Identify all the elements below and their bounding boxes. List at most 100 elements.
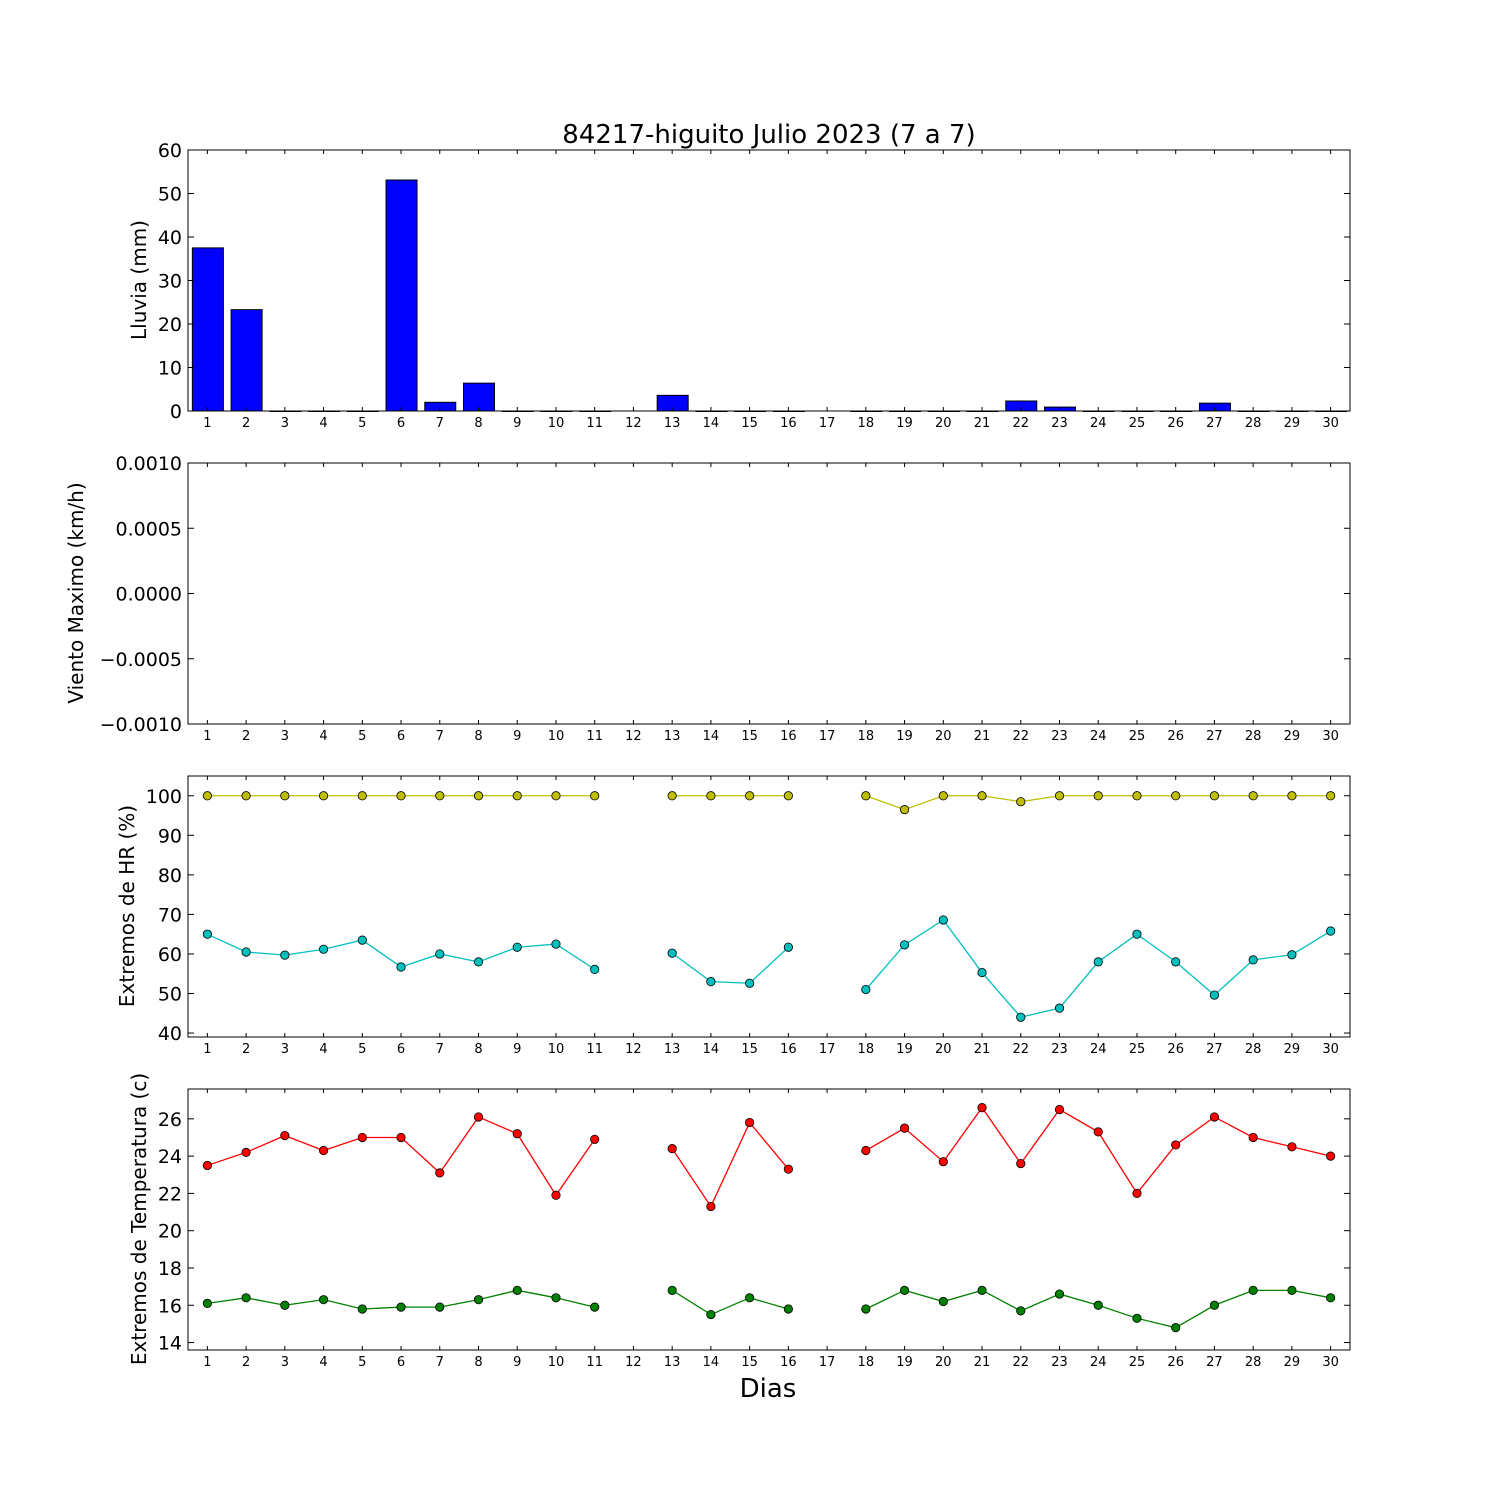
rain-y-tick-label: 30: [158, 271, 182, 293]
temperature-x-tick-label: 30: [1322, 1355, 1339, 1370]
rain-x-tick-label: 15: [741, 416, 758, 431]
wind-panel: 1 2 3 4 5 6 7 8 9 10 11 12 13 14 15 16 17 18 19 20 21 22 23 24 2…: [64, 453, 1351, 744]
temperature-series-1-point: [667, 1285, 677, 1295]
humidity-series-1-point: [667, 948, 677, 958]
humidity-x-tick-label: 16: [780, 1042, 797, 1057]
temperature-series-0-line: [671, 1121, 789, 1208]
temperature-y-tick-label: 24: [158, 1146, 182, 1168]
wind-x-tick-label: 6: [397, 729, 405, 744]
temperature-series-0-point: [318, 1145, 329, 1156]
rain-x-tick-label: 27: [1206, 416, 1223, 431]
wind-axes-frame: [187, 462, 1351, 725]
temperature-series-0-point: [1209, 1112, 1220, 1122]
humidity-x-tick-label: 12: [625, 1042, 642, 1057]
temperature-series-0-point: [1132, 1188, 1142, 1199]
humidity-series-0-point: [551, 791, 561, 801]
humidity-series-0-point: [783, 791, 793, 801]
temperature-y-tick-label: 26: [158, 1109, 182, 1131]
humidity-x-tick-label: 17: [819, 1042, 836, 1057]
temperature-series-0-point: [745, 1117, 755, 1128]
rain-y-tick-label: 60: [158, 140, 182, 162]
rain-x-tick-label: 1: [203, 416, 211, 431]
temperature-x-tick-label: 11: [586, 1355, 603, 1370]
humidity-series-0-point: [435, 791, 445, 801]
humidity-ticks: 1 2 3 4 5 6 7 8 9 10 11 12 13 14 15 16 17 18 19 20 21 22 23 24 2…: [146, 776, 1350, 1057]
wind-x-tick-label: 18: [858, 729, 875, 744]
rain-bars: [191, 179, 1348, 412]
temperature-x-tick-label: 19: [896, 1355, 913, 1370]
humidity-series-1-line: [671, 946, 789, 984]
humidity-series-0-point: [357, 791, 367, 801]
temperature-x-tick-label: 20: [935, 1355, 952, 1370]
humidity-series-1-point: [706, 977, 716, 987]
rain-ticks: 1 2 3 4 5 6 7 8 9 10 11 12 13 14 15 16 17 18 19 20 21 22 23 24 2…: [158, 140, 1350, 431]
temperature-x-tick-label: 16: [780, 1355, 797, 1370]
humidity-series-1-point: [241, 947, 251, 957]
wind-x-tick-label: 13: [664, 729, 681, 744]
rain-x-tick-label: 5: [358, 416, 366, 431]
humidity-panel: 1 2 3 4 5 6 7 8 9 10 11 12 13 14 15 16 17 18 19 20 21 22 23 24 2…: [115, 775, 1351, 1057]
temperature-series-1-point: [1016, 1306, 1026, 1316]
humidity-series-0-point: [1326, 791, 1336, 801]
humidity-series-1-point: [473, 957, 484, 967]
temperature-series-0-point: [551, 1190, 561, 1200]
humidity-series-0-point: [1287, 791, 1297, 801]
humidity-x-tick-label: 5: [358, 1042, 366, 1057]
wind-x-tick-label: 22: [1012, 729, 1029, 744]
wind-x-tick-label: 1: [203, 729, 211, 744]
humidity-series-1-point: [861, 984, 871, 995]
wind-x-tick-label: 3: [281, 729, 289, 744]
rain-x-tick-label: 9: [513, 416, 521, 431]
temperature-x-tick-label: 13: [664, 1355, 681, 1370]
rain-x-tick-label: 18: [858, 416, 875, 431]
temperature-series-1-point: [1287, 1285, 1297, 1295]
temperature-series-0-point: [1171, 1140, 1181, 1150]
rain-y-tick-label: 20: [158, 314, 182, 336]
wind-x-tick-label: 24: [1090, 729, 1107, 744]
humidity-series-0-point: [512, 791, 522, 801]
humidity-series-1-point: [1132, 929, 1142, 939]
humidity-series-0-point: [318, 791, 329, 801]
humidity-series-1-point: [1016, 1012, 1026, 1022]
wind-x-tick-label: 11: [586, 729, 603, 744]
temperature-x-tick-label: 9: [513, 1355, 521, 1370]
temperature-series-1-point: [1054, 1289, 1065, 1299]
temperature-x-tick-label: 18: [858, 1355, 875, 1370]
chart-title: 84217-higuito Julio 2023 (7 a 7): [562, 120, 975, 150]
temperature-x-tick-label: 28: [1245, 1355, 1262, 1370]
temperature-series-1-point: [357, 1304, 367, 1314]
wind-y-tick-label: 0.0010: [116, 453, 182, 475]
wind-x-tick-label: 7: [436, 729, 444, 744]
temperature-x-tick-label: 14: [703, 1355, 720, 1370]
humidity-series-1-point: [745, 978, 755, 988]
wind-x-tick-label: 15: [741, 729, 758, 744]
wind-x-tick-label: 17: [819, 729, 836, 744]
rain-x-tick-label: 25: [1129, 416, 1146, 431]
humidity-y-tick-label: 90: [158, 825, 182, 847]
humidity-x-tick-label: 13: [664, 1042, 681, 1057]
temperature-series-0-point: [357, 1132, 367, 1143]
temperature-x-tick-label: 1: [203, 1355, 211, 1370]
wind-x-tick-label: 21: [974, 729, 991, 744]
wind-y-tick-label: −0.0010: [100, 714, 182, 736]
humidity-series-0-point: [202, 791, 212, 801]
humidity-series-1-point: [435, 949, 445, 959]
temperature-x-tick-label: 15: [741, 1355, 758, 1370]
humidity-y-axis-label: Extremos de HR (%): [115, 805, 139, 1007]
temperature-x-tick-label: 25: [1129, 1355, 1146, 1370]
humidity-series-1-point: [396, 962, 406, 972]
rain-x-tick-label: 7: [436, 416, 444, 431]
temperature-series-0-point: [1287, 1142, 1297, 1152]
temperature-series-0-point: [396, 1132, 406, 1143]
temperature-series-0-point: [202, 1160, 212, 1171]
humidity-series-0-point: [938, 791, 948, 801]
temperature-x-tick-label: 24: [1090, 1355, 1107, 1370]
rain-x-tick-label: 13: [664, 416, 681, 431]
rain-x-tick-label: 3: [281, 416, 289, 431]
temperature-x-tick-label: 2: [242, 1355, 250, 1370]
temperature-series-0-point: [899, 1123, 910, 1133]
rain-x-tick-label: 20: [935, 416, 952, 431]
humidity-series-0-point: [1054, 791, 1065, 801]
temperature-panel: 1 2 3 4 5 6 7 8 9 10 11 12 13 14 15 16 17 18 19 20 21 22 23 24 2…: [127, 1073, 1351, 1370]
x-axis-label: Dias: [740, 1374, 797, 1404]
